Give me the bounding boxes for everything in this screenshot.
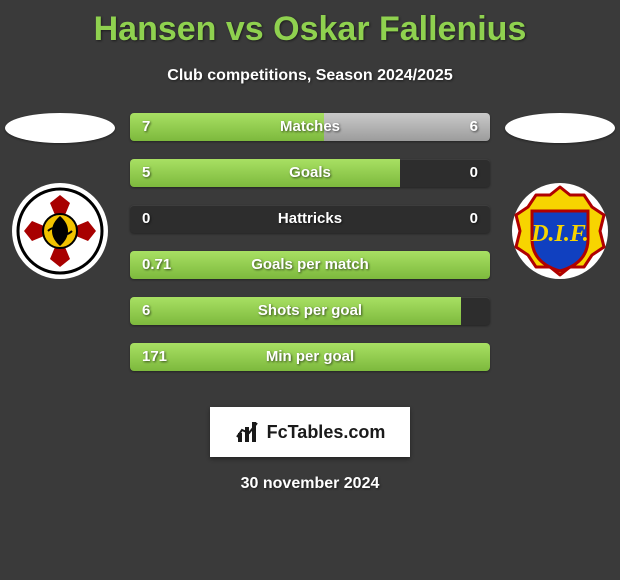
attribution-text: FcTables.com: [267, 422, 386, 443]
stat-value-right: 6: [470, 113, 478, 141]
stat-label: Shots per goal: [130, 297, 490, 325]
stat-label: Min per goal: [130, 343, 490, 371]
player-right-photo-slot: [505, 113, 615, 143]
stat-value-right: 0: [470, 159, 478, 187]
page-subtitle: Club competitions, Season 2024/2025: [0, 67, 620, 85]
stat-row: 0.71Goals per match: [130, 251, 490, 279]
stat-label: Hattricks: [130, 205, 490, 233]
stat-row: 7Matches6: [130, 113, 490, 141]
club-badge-right: D.I.F.: [510, 181, 610, 281]
stat-row: 5Goals0: [130, 159, 490, 187]
comparison-panel: D.I.F. 7Matches65Goals00Hattricks00.71Go…: [0, 113, 620, 383]
player-left-photo-slot: [5, 113, 115, 143]
stat-value-right: 0: [470, 205, 478, 233]
svg-text:D.I.F.: D.I.F.: [530, 221, 589, 247]
stat-label: Matches: [130, 113, 490, 141]
stat-bars: 7Matches65Goals00Hattricks00.71Goals per…: [130, 113, 490, 371]
stat-row: 0Hattricks0: [130, 205, 490, 233]
page-title: Hansen vs Oskar Fallenius: [0, 0, 620, 49]
date-text: 30 november 2024: [0, 475, 620, 493]
player-right-column: D.I.F.: [500, 113, 620, 281]
club-badge-left-icon: [10, 181, 110, 281]
player-left-column: [0, 113, 120, 281]
stat-label: Goals: [130, 159, 490, 187]
stat-label: Goals per match: [130, 251, 490, 279]
attribution-chart-icon: [235, 419, 261, 445]
club-badge-left: [10, 181, 110, 281]
stat-row: 171Min per goal: [130, 343, 490, 371]
club-badge-right-icon: D.I.F.: [510, 181, 610, 281]
attribution-box: FcTables.com: [210, 407, 410, 457]
stat-row: 6Shots per goal: [130, 297, 490, 325]
